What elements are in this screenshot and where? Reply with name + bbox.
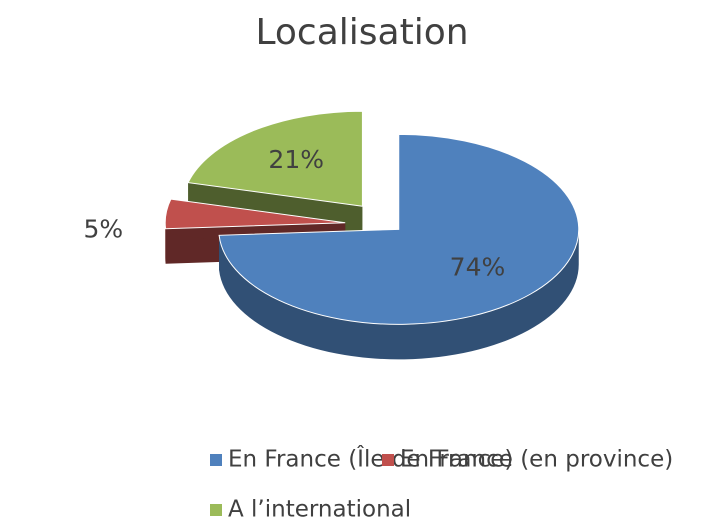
legend-swatch xyxy=(382,454,394,466)
slice-top xyxy=(218,133,580,325)
slice-top xyxy=(164,198,346,230)
legend-label: En France (en province) xyxy=(400,447,673,473)
legend-swatch xyxy=(210,454,222,466)
legend-swatch xyxy=(210,504,222,516)
legend-label: A l’international xyxy=(228,497,411,523)
legend-label: En France (Île de France) xyxy=(228,445,513,473)
slice-top xyxy=(187,110,363,207)
data-label: 5% xyxy=(83,215,123,244)
data-label: 74% xyxy=(450,252,506,281)
slice-wall xyxy=(219,229,579,360)
slice xyxy=(218,133,580,360)
data-label: 21% xyxy=(268,145,324,174)
chart-title: Localisation xyxy=(255,12,468,53)
